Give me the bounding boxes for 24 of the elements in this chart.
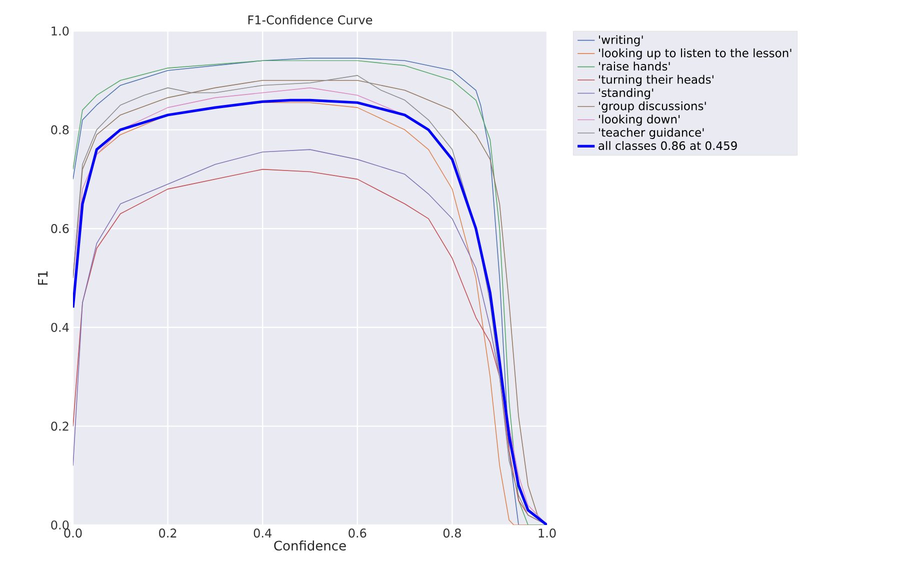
y-tick-label: 1.0 bbox=[52, 26, 69, 36]
legend-label: 'looking up to listen to the lesson' bbox=[599, 48, 792, 60]
legend-label: 'raise hands' bbox=[599, 62, 670, 71]
legend-label: all classes 0.86 at 0.459 bbox=[598, 141, 737, 150]
x-tick-label: 0.6 bbox=[348, 528, 366, 538]
x-axis-title: Confidence bbox=[274, 540, 346, 551]
legend-label: 'group discussions' bbox=[599, 101, 706, 113]
y-tick-label: 0.2 bbox=[51, 422, 68, 431]
x-tick-label: 1.0 bbox=[538, 528, 556, 538]
legend-label: 'turning their heads' bbox=[599, 74, 714, 86]
legend-label: 'looking down' bbox=[599, 114, 680, 126]
x-tick-label: 0.8 bbox=[443, 528, 461, 538]
y-tick-label: 0.4 bbox=[51, 322, 69, 332]
x-tick-label: 0.0 bbox=[64, 528, 82, 538]
legend-label: 'teacher guidance' bbox=[599, 128, 704, 139]
x-tick-label: 0.4 bbox=[254, 528, 272, 538]
y-tick-label: 0.6 bbox=[51, 224, 69, 234]
x-tick-label: 0.2 bbox=[159, 528, 176, 538]
y-axis-title: F1 bbox=[38, 271, 48, 285]
y-tick-label: 0.0 bbox=[51, 520, 69, 530]
legend-label: 'writing' bbox=[599, 35, 643, 46]
chart-title: F1-Confidence Curve bbox=[248, 15, 372, 24]
y-tick-label: 0.8 bbox=[51, 125, 69, 134]
legend-label: 'standing' bbox=[599, 88, 654, 100]
